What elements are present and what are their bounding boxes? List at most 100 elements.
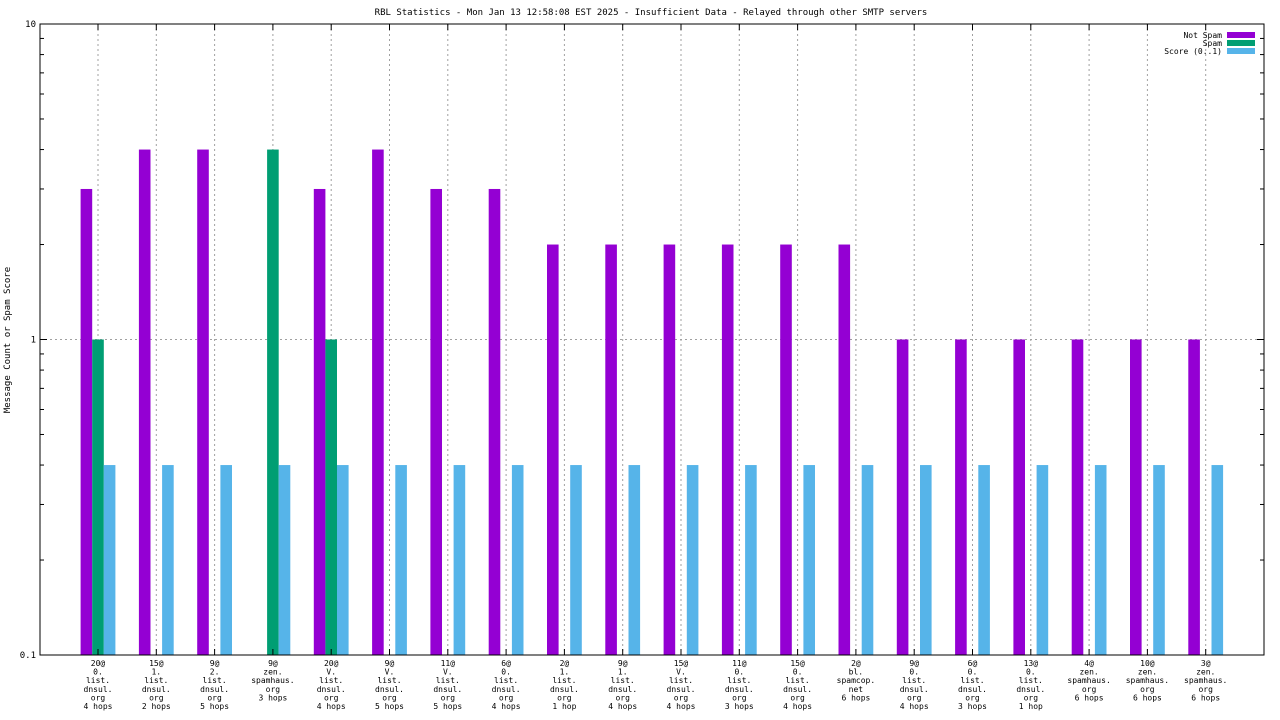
x-tick-label: org xyxy=(441,693,456,702)
x-tick-label: V. xyxy=(443,668,453,677)
x-tick-label: 15@ xyxy=(149,659,164,668)
x-tick-label: 0. xyxy=(968,668,978,677)
legend-label: Not Spam xyxy=(1183,31,1222,40)
x-tick-label: list. xyxy=(377,676,401,685)
x-tick-label: dnsul. xyxy=(375,685,404,694)
x-tick-label: dnsul. xyxy=(958,685,987,694)
x-tick-label: 0. xyxy=(1026,668,1036,677)
bar-score-0-1 xyxy=(628,465,641,655)
bar-not-spam xyxy=(955,339,967,655)
x-tick-label: dnsul. xyxy=(783,685,812,694)
x-tick-label: org xyxy=(674,693,689,702)
x-tick-label: 1. xyxy=(151,668,161,677)
bar-score-0-1 xyxy=(395,465,407,655)
bar-score-0-1 xyxy=(686,465,699,655)
chart-title: RBL Statistics - Mon Jan 13 12:58:08 EST… xyxy=(375,8,928,18)
x-tick-label: spamcop. xyxy=(837,676,876,685)
x-tick-label: net xyxy=(849,685,864,694)
x-tick-label: 1. xyxy=(560,668,570,677)
x-tick-label: 1 hop xyxy=(1019,702,1043,711)
x-tick-label: 13@ xyxy=(1024,659,1039,668)
x-tick-label: spamhaus. xyxy=(1184,676,1227,685)
x-tick-label: list. xyxy=(86,676,110,685)
x-tick-label: list. xyxy=(144,676,168,685)
x-tick-label: list. xyxy=(319,676,343,685)
x-tick-label: org xyxy=(790,693,805,702)
bar-score-0-1 xyxy=(570,465,582,655)
x-tick-label: org xyxy=(615,693,630,702)
x-tick-label: 0. xyxy=(501,668,511,677)
axis-ticks: 0.1 1 10 xyxy=(20,20,1264,661)
bar-not-spam xyxy=(430,188,442,655)
bar-not-spam xyxy=(138,149,151,655)
x-tick-label: dnsul. xyxy=(550,685,579,694)
x-tick-label: 20@ xyxy=(91,659,106,668)
bar-score-0-1 xyxy=(453,465,466,655)
x-tick-label: 15@ xyxy=(674,659,689,668)
x-tick-label: 9@ xyxy=(210,659,220,668)
x-tick-label: dnsul. xyxy=(142,685,171,694)
y-tick-label: 1 xyxy=(31,336,36,346)
x-tick-label: 2 hops xyxy=(142,702,171,711)
x-tick-label: 3 hops xyxy=(958,702,987,711)
x-tick-label: org xyxy=(266,685,281,694)
x-tick-label: 5 hops xyxy=(200,702,229,711)
x-tick-label: org xyxy=(149,693,164,702)
x-tick-label: dnsul. xyxy=(492,685,521,694)
x-tick-label: dnsul. xyxy=(725,685,754,694)
bar-not-spam xyxy=(663,244,676,656)
x-tick-label: V. xyxy=(676,668,686,677)
x-tick-label: org xyxy=(207,693,222,702)
x-tick-label: org xyxy=(382,693,397,702)
x-tick-label: list. xyxy=(669,676,693,685)
x-tick-label: 6 hops xyxy=(1191,693,1220,702)
x-tick-label: V. xyxy=(385,668,395,677)
x-tick-label: 4 hops xyxy=(608,702,637,711)
x-tick-label: 1 hop xyxy=(552,702,576,711)
x-tick-label: dnsul. xyxy=(608,685,637,694)
bar-score-0-1 xyxy=(220,465,232,655)
x-tick-label: org xyxy=(965,693,980,702)
bar-not-spam xyxy=(605,244,617,656)
x-tick-label: 4 hops xyxy=(84,702,113,711)
x-tick-label: 10@ xyxy=(1140,659,1155,668)
x-tick-label: 9@ xyxy=(618,659,628,668)
bar-spam xyxy=(267,149,279,655)
x-tick-label: zen. xyxy=(263,668,282,677)
legend-swatch xyxy=(1227,32,1255,38)
x-tick-label: 4 hops xyxy=(317,702,346,711)
x-tick-label: list. xyxy=(960,676,984,685)
bar-score-0-1 xyxy=(511,465,524,655)
x-tick-label: dnsul. xyxy=(667,685,696,694)
x-tick-label: 0. xyxy=(909,668,919,677)
legend-swatch xyxy=(1227,40,1255,46)
bar-not-spam xyxy=(1013,339,1025,655)
x-tick-label: 2@ xyxy=(851,659,861,668)
x-tick-label: 6@ xyxy=(501,659,511,668)
bar-score-0-1 xyxy=(1211,465,1224,655)
x-tick-label: list. xyxy=(1019,676,1043,685)
bar-not-spam xyxy=(488,188,501,655)
bar-spam xyxy=(92,339,104,655)
x-tick-label: list. xyxy=(786,676,810,685)
bar-not-spam xyxy=(721,244,734,656)
x-tick-label: spamhaus. xyxy=(1067,676,1110,685)
bar-not-spam xyxy=(547,244,559,656)
x-tick-label: 3 hops xyxy=(258,693,287,702)
y-tick-label: 0.1 xyxy=(20,651,36,661)
x-tick-label: dnsul. xyxy=(317,685,346,694)
legend-label: Score (0..1) xyxy=(1164,47,1222,56)
x-tick-label: 20@ xyxy=(324,659,339,668)
bar-score-0-1 xyxy=(278,465,291,655)
x-tick-label: org xyxy=(732,693,747,702)
x-tick-label: org xyxy=(1140,685,1155,694)
x-tick-label: org xyxy=(499,693,514,702)
x-tick-label: 2@ xyxy=(560,659,570,668)
x-tick-label: org xyxy=(1198,685,1213,694)
x-tick-label: dnsul. xyxy=(200,685,229,694)
bar-not-spam xyxy=(372,149,384,655)
x-tick-label: 15@ xyxy=(790,659,805,668)
